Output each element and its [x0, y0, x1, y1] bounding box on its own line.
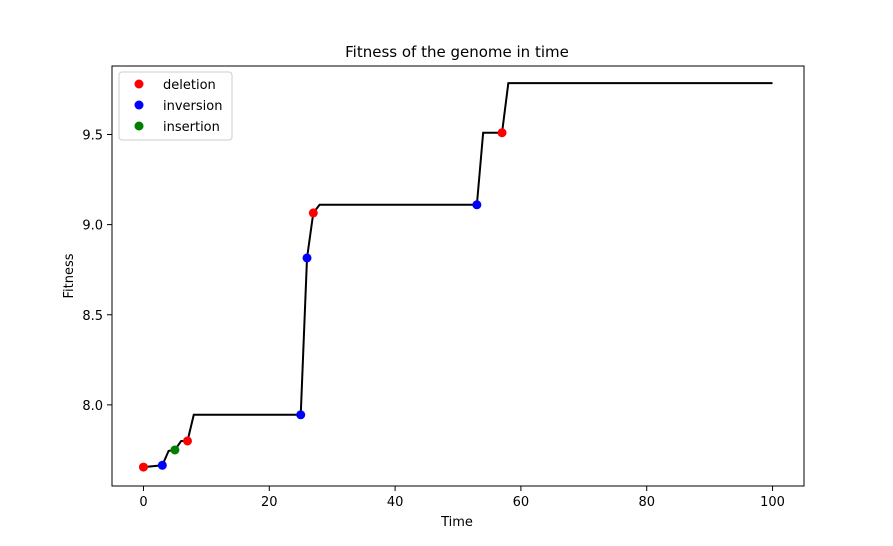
legend-label-inversion: inversion [163, 99, 222, 114]
x-axis: 0 20 40 60 80 100 [139, 486, 785, 510]
legend-box [118, 71, 233, 141]
inversion-point [472, 200, 482, 210]
x-tick-label: 60 [513, 495, 530, 510]
legend-marker-insertion [134, 121, 144, 131]
y-tick-label: 9.5 [82, 128, 103, 143]
fitness-line [143, 82, 773, 469]
deletion-point [308, 208, 318, 218]
x-tick-label: 0 [139, 495, 147, 510]
y-tick-label: 9.0 [82, 219, 103, 234]
x-tick-label: 40 [387, 495, 404, 510]
chart-title: Fitness of the genome in time [345, 43, 569, 61]
x-tick-label: 100 [760, 495, 785, 510]
insertion-point [170, 445, 180, 455]
y-tick-label: 8.5 [82, 309, 103, 324]
legend-label-insertion: insertion [163, 120, 220, 135]
y-axis: 8.0 8.5 9.0 9.5 [82, 128, 112, 414]
legend-label-deletion: deletion [163, 78, 216, 93]
legend-marker-inversion [134, 100, 144, 110]
inversion-point [302, 253, 312, 263]
y-axis-label: Fitness [62, 253, 77, 298]
plot-area [138, 82, 773, 472]
legend: deletion inversion insertion [118, 71, 233, 141]
x-tick-label: 20 [261, 495, 278, 510]
inversion-point [296, 410, 306, 420]
deletion-point [182, 436, 192, 446]
plot-frame [111, 65, 805, 487]
legend-marker-deletion [134, 79, 144, 89]
x-tick-label: 80 [638, 495, 655, 510]
inversion-point [157, 460, 167, 470]
deletion-point [138, 462, 148, 472]
deletion-point [497, 128, 507, 138]
x-axis-label: Time [440, 515, 473, 530]
y-tick-label: 8.0 [82, 399, 103, 414]
